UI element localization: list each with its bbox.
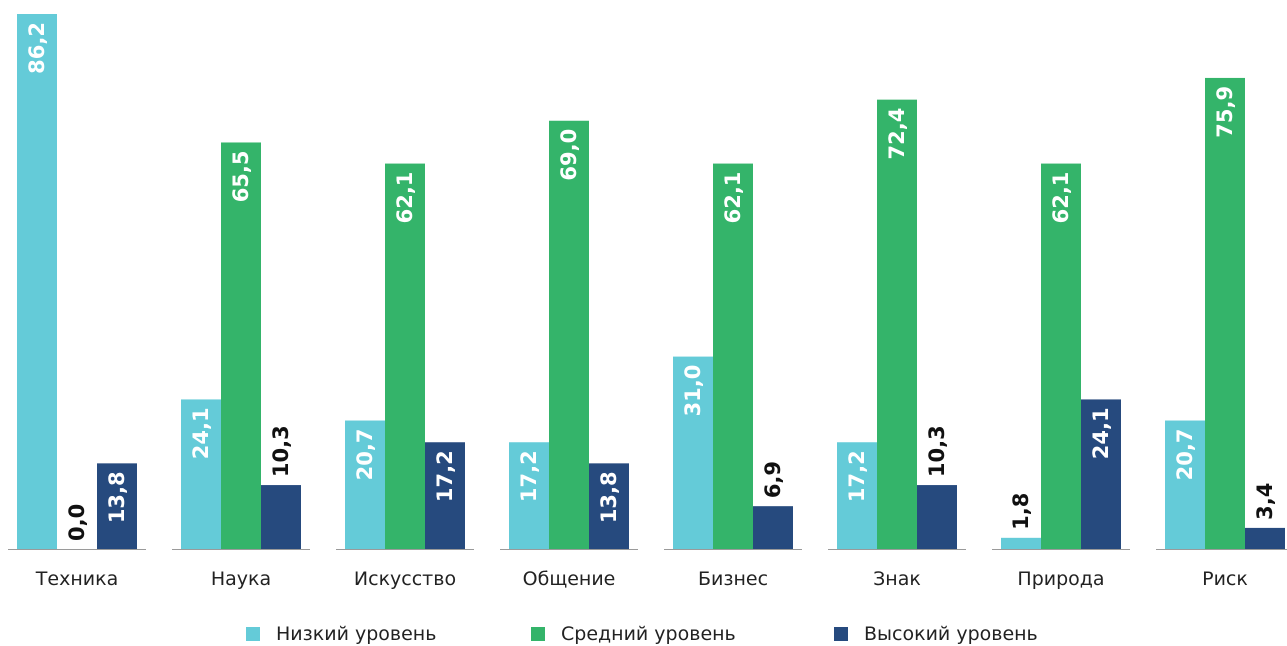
- value-label-1-2: 10,3: [269, 425, 293, 477]
- value-label-5-2: 10,3: [925, 425, 949, 477]
- value-label-5-1: 72,4: [885, 108, 909, 160]
- value-label-6-1: 62,1: [1049, 172, 1073, 224]
- bar-6-2: [1081, 399, 1121, 549]
- bar-4-2: [753, 506, 793, 549]
- legend-swatch-1: [531, 627, 545, 641]
- category-label-1: Наука: [211, 568, 271, 590]
- bar-4-1: [713, 163, 753, 549]
- bar-1-2: [261, 485, 301, 549]
- value-label-3-1: 69,0: [557, 129, 581, 181]
- category-label-4: Бизнес: [698, 568, 768, 590]
- value-label-6-0: 1,8: [1009, 493, 1033, 530]
- bar-4-0: [673, 356, 713, 549]
- value-label-3-0: 17,2: [517, 450, 541, 502]
- legend: Низкий уровень Средний уровень Высокий уро…: [246, 623, 1038, 645]
- bar-0-2: [97, 463, 137, 549]
- legend-label-2: Высокий уровень: [864, 623, 1038, 645]
- category-label-7: Риск: [1202, 568, 1248, 590]
- bar-1-0: [181, 399, 221, 549]
- legend-label-1: Средний уровень: [561, 623, 736, 645]
- bar-0-0: [17, 14, 57, 549]
- bar-5-1: [877, 99, 917, 549]
- value-label-4-1: 62,1: [721, 172, 745, 224]
- category-label-0: Техника: [35, 568, 118, 590]
- value-label-4-0: 31,0: [681, 365, 705, 417]
- legend-item-0: Низкий уровень: [246, 623, 436, 645]
- bar-3-0: [509, 442, 549, 549]
- bar-5-0: [837, 442, 877, 549]
- legend-label-0: Низкий уровень: [276, 623, 436, 645]
- value-label-0-0: 86,2: [25, 22, 49, 74]
- value-label-7-2: 3,4: [1253, 483, 1277, 520]
- value-label-1-0: 24,1: [189, 407, 213, 459]
- value-label-2-2: 17,2: [433, 450, 457, 502]
- bar-6-1: [1041, 163, 1081, 549]
- value-label-1-1: 65,5: [229, 150, 253, 202]
- category-label-2: Искусство: [354, 568, 456, 590]
- bar-7-0: [1165, 420, 1205, 549]
- bars: [17, 14, 1285, 549]
- bar-2-1: [385, 163, 425, 549]
- value-label-7-0: 20,7: [1173, 429, 1197, 481]
- legend-swatch-0: [246, 627, 260, 641]
- bar-2-0: [345, 420, 385, 549]
- legend-item-1: Средний уровень: [531, 623, 736, 645]
- value-label-0-1: 0,0: [65, 504, 89, 541]
- value-label-3-2: 13,8: [597, 471, 621, 523]
- value-label-2-0: 20,7: [353, 429, 377, 481]
- value-label-2-1: 62,1: [393, 172, 417, 224]
- value-label-5-0: 17,2: [845, 450, 869, 502]
- category-label-3: Общение: [523, 568, 616, 590]
- category-label-5: Знак: [873, 568, 921, 590]
- value-labels: 86,2 0,0 13,8 24,1 65,5 10,3 20,7 62,1 17,2 17,2 6…: [25, 22, 1277, 541]
- bar-3-1: [549, 120, 589, 549]
- bar-7-2: [1245, 527, 1285, 549]
- legend-swatch-2: [834, 627, 848, 641]
- bar-5-2: [917, 485, 957, 549]
- legend-item-2: Высокий уровень: [834, 623, 1038, 645]
- category-label-6: Природа: [1017, 568, 1104, 590]
- value-label-6-2: 24,1: [1089, 407, 1113, 459]
- category-labels: Техника Наука Искусство Общение Бизнес Знак Пр…: [35, 568, 1248, 590]
- bar-3-2: [589, 463, 629, 549]
- bar-7-1: [1205, 77, 1245, 549]
- value-label-0-2: 13,8: [105, 471, 129, 523]
- value-label-4-2: 6,9: [761, 461, 785, 498]
- bar-6-0: [1001, 537, 1041, 549]
- bar-1-1: [221, 142, 261, 549]
- bar-2-2: [425, 442, 465, 549]
- value-label-7-1: 75,9: [1213, 86, 1237, 138]
